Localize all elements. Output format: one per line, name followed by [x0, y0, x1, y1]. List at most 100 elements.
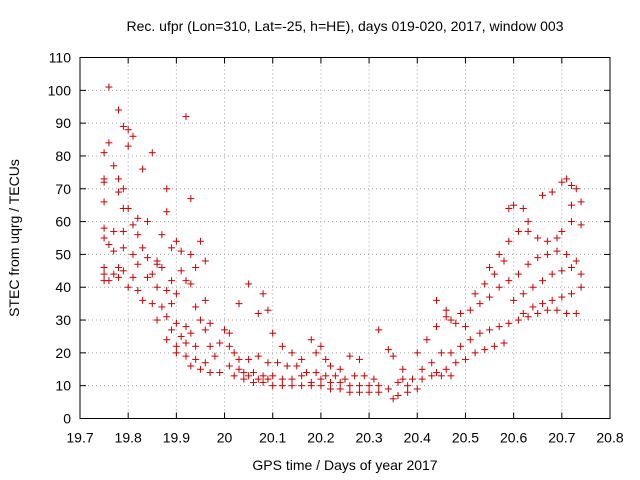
data-point: [110, 227, 118, 235]
data-point: [375, 382, 383, 390]
data-point: [553, 306, 561, 314]
data-point: [476, 300, 484, 308]
data-point: [163, 336, 171, 344]
data-point: [327, 362, 335, 370]
data-point: [317, 382, 325, 390]
data-point: [172, 349, 180, 357]
data-point: [365, 388, 373, 396]
data-point: [158, 303, 166, 311]
data-point: [312, 349, 320, 357]
data-point: [119, 185, 127, 193]
chart-title: Rec. ufpr (Lon=310, Lat=-25, h=HE), days…: [126, 18, 563, 34]
data-point: [447, 349, 455, 357]
data-point: [433, 323, 441, 331]
data-point: [225, 342, 233, 350]
data-point: [539, 300, 547, 308]
data-point: [452, 319, 460, 327]
x-tick-label: 19.7: [66, 430, 93, 446]
y-tick-label: 40: [55, 279, 71, 295]
y-axis-ticks: 0 10 20 30 40 50 60 70 80 90 100 110: [48, 50, 610, 427]
data-point: [577, 198, 585, 206]
data-point: [172, 342, 180, 350]
data-point: [572, 257, 580, 265]
x-tick-label: 20.8: [596, 430, 623, 446]
data-point: [534, 254, 542, 262]
data-point: [567, 290, 575, 298]
data-point: [230, 349, 238, 357]
data-point: [514, 270, 522, 278]
data-point: [481, 280, 489, 288]
data-point: [317, 375, 325, 383]
data-point: [143, 218, 151, 226]
x-tick-label: 20.1: [259, 430, 286, 446]
data-point: [245, 355, 253, 363]
data-point: [288, 349, 296, 357]
x-tick-label: 20.7: [548, 430, 575, 446]
data-point: [100, 149, 108, 157]
data-point: [514, 227, 522, 235]
y-tick-label: 80: [55, 148, 71, 164]
data-point: [187, 195, 195, 203]
data-point: [115, 188, 123, 196]
data-point: [100, 198, 108, 206]
data-point: [461, 323, 469, 331]
data-point: [105, 83, 113, 91]
data-point: [192, 342, 200, 350]
data-point: [245, 372, 253, 380]
data-point: [510, 201, 518, 209]
data-point: [288, 375, 296, 383]
data-point: [486, 293, 494, 301]
data-point: [539, 191, 547, 199]
data-point: [466, 306, 474, 314]
data-point: [495, 250, 503, 258]
data-point: [442, 365, 450, 373]
data-point: [119, 122, 127, 130]
data-point: [196, 365, 204, 373]
x-axis-label: GPS time / Days of year 2017: [252, 457, 437, 473]
data-point: [163, 185, 171, 193]
data-point: [110, 162, 118, 170]
data-point: [433, 296, 441, 304]
data-point: [201, 326, 209, 334]
data-point: [428, 372, 436, 380]
data-point: [543, 250, 551, 258]
x-tick-label: 20.6: [500, 430, 527, 446]
x-tick-label: 20.4: [404, 430, 431, 446]
data-point: [259, 378, 267, 386]
data-point: [548, 270, 556, 278]
data-point: [100, 224, 108, 232]
x-tick-label: 20.3: [355, 430, 382, 446]
data-point: [384, 346, 392, 354]
data-point: [495, 323, 503, 331]
data-point: [158, 264, 166, 272]
data-point: [543, 237, 551, 245]
data-point: [153, 316, 161, 324]
y-tick-label: 110: [49, 50, 72, 66]
data-point: [269, 329, 277, 337]
y-tick-label: 10: [55, 378, 71, 394]
data-point: [254, 309, 262, 317]
data-point: [119, 227, 127, 235]
data-point: [148, 149, 156, 157]
data-point: [399, 365, 407, 373]
data-point: [196, 237, 204, 245]
x-tick-label: 20.5: [452, 430, 479, 446]
data-point: [577, 221, 585, 229]
data-point: [225, 329, 233, 337]
data-point: [110, 247, 118, 255]
data-point: [341, 375, 349, 383]
data-point: [567, 264, 575, 272]
data-point: [346, 388, 354, 396]
data-point: [461, 355, 469, 363]
data-point: [457, 309, 465, 317]
data-point: [375, 326, 383, 334]
data-point: [389, 395, 397, 403]
data-point: [404, 388, 412, 396]
data-point: [245, 280, 253, 288]
data-point: [418, 365, 426, 373]
data-point: [115, 264, 123, 272]
data-point: [168, 277, 176, 285]
data-point: [139, 296, 147, 304]
data-point: [206, 369, 214, 377]
data-point: [471, 349, 479, 357]
